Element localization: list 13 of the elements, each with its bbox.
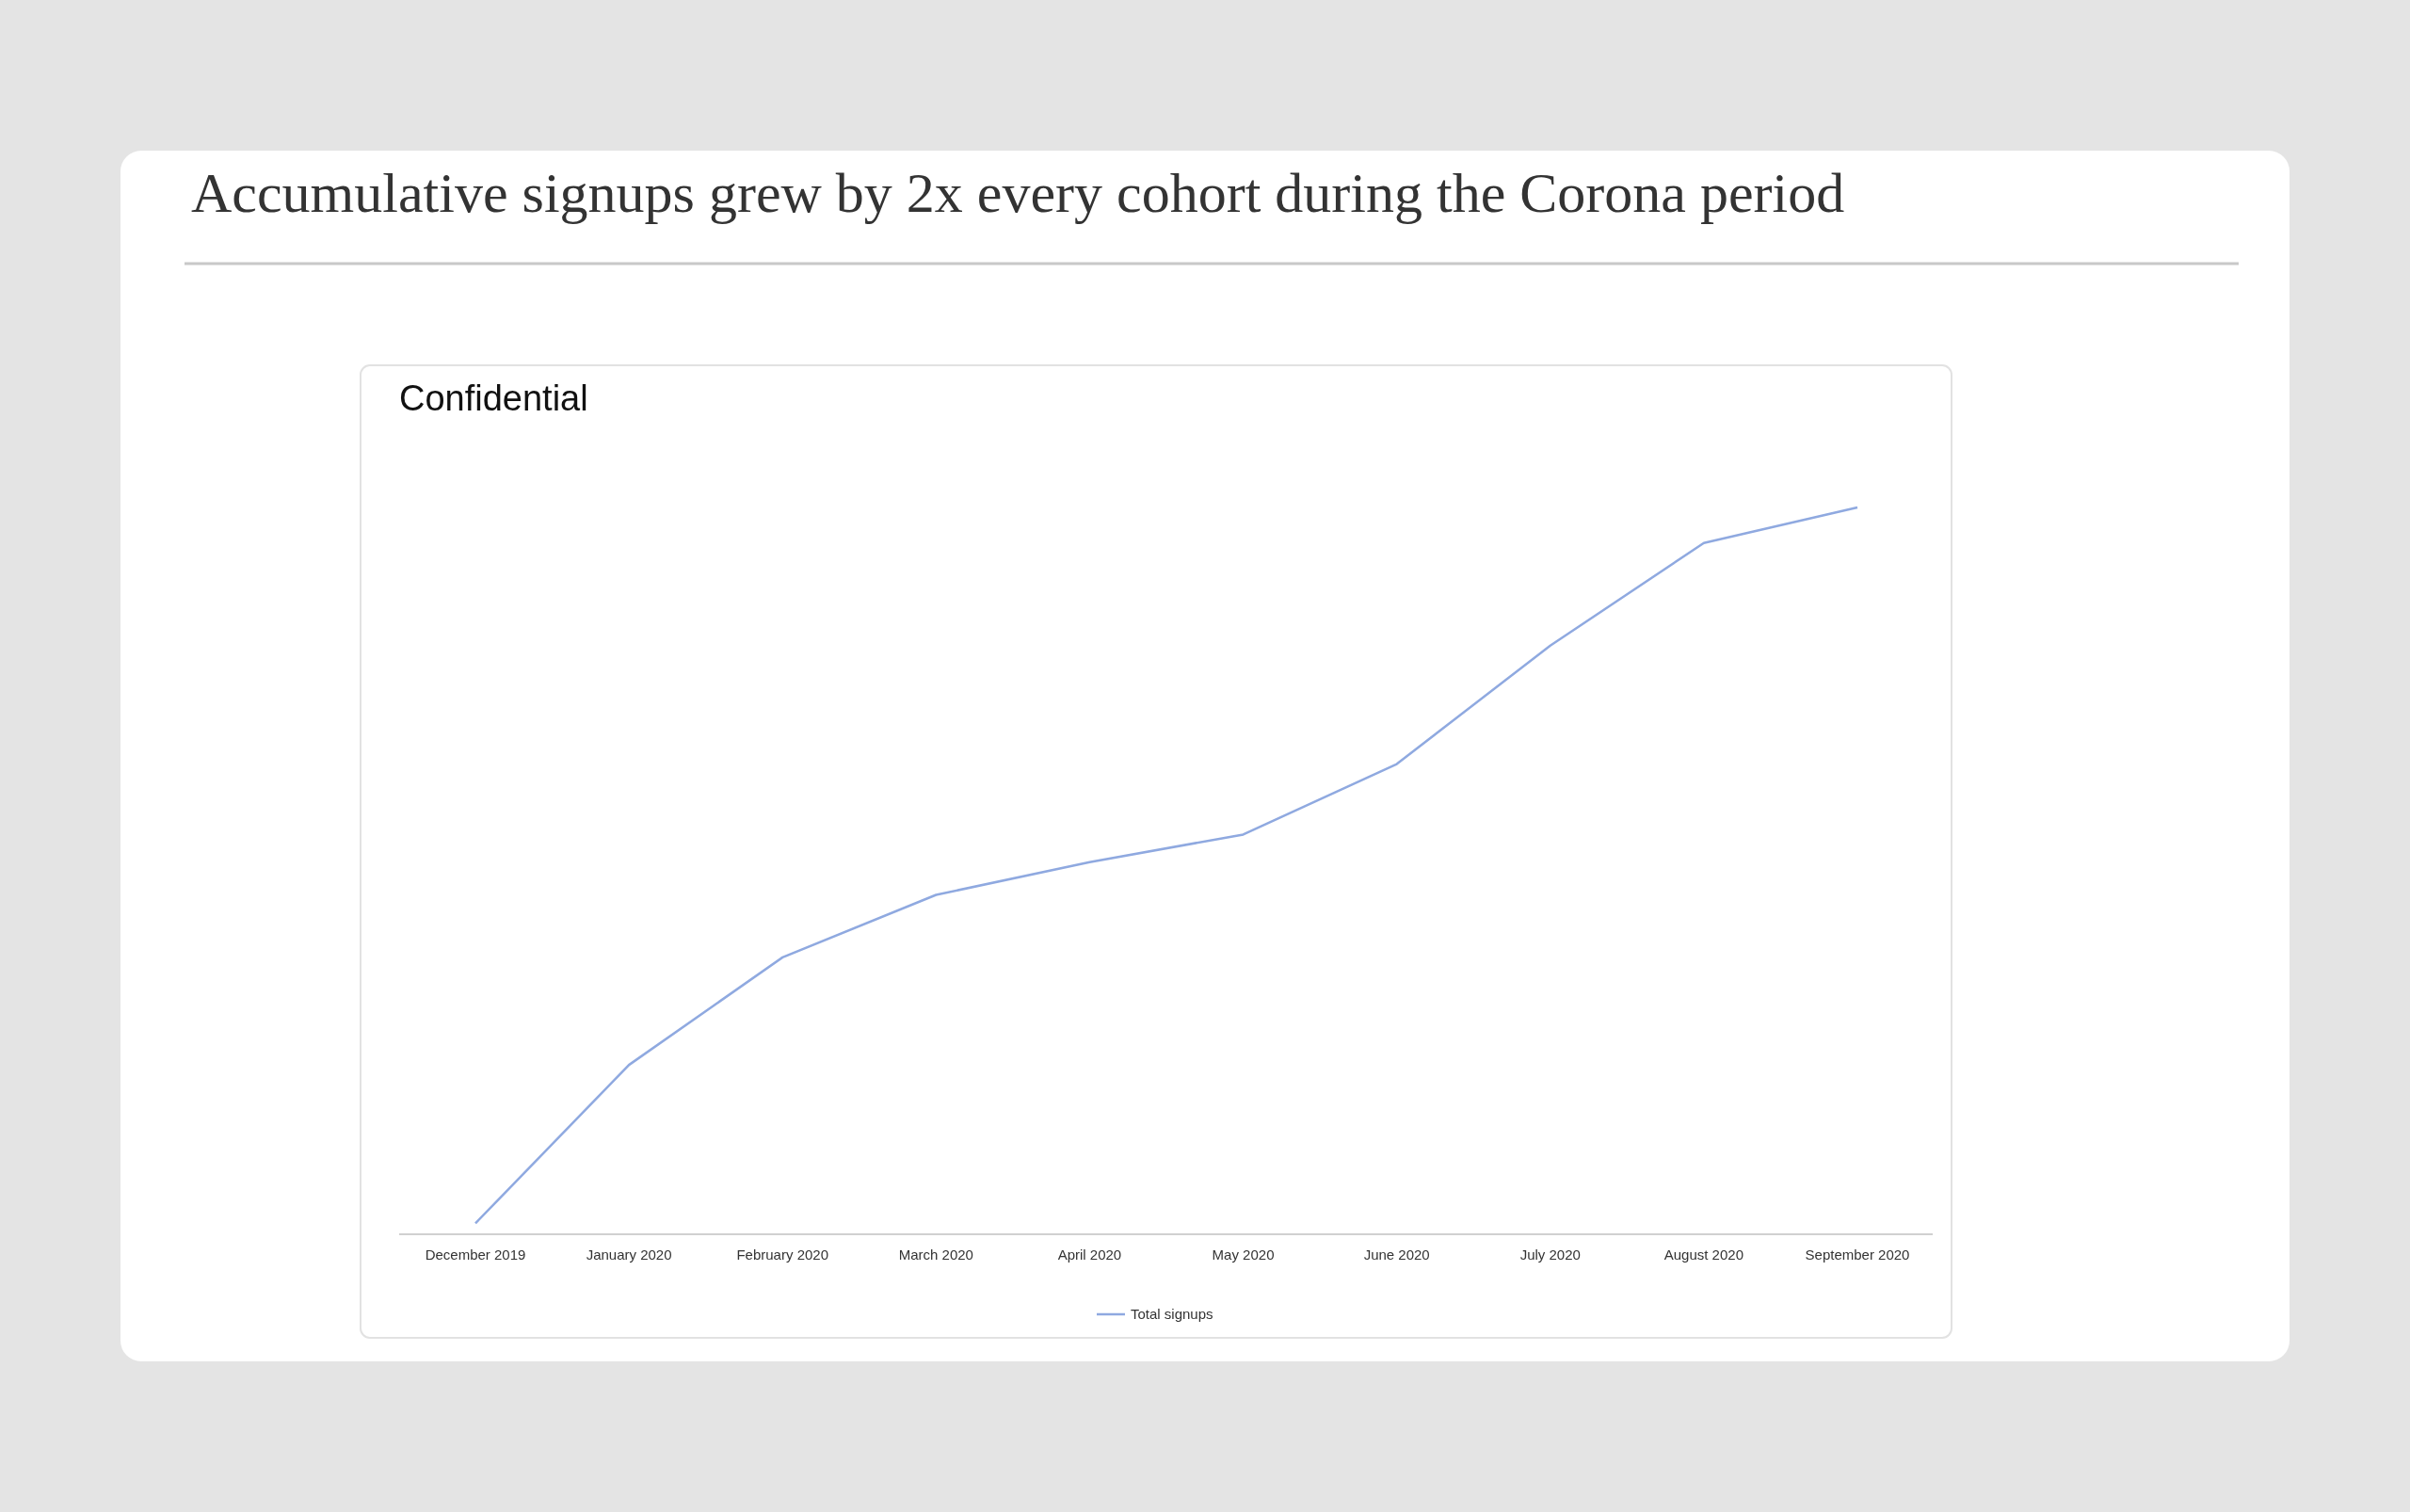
x-tick-label: August 2020 [1663,1247,1744,1263]
x-tick-label: January 2020 [586,1247,672,1263]
x-tick-label: June 2020 [1363,1247,1430,1263]
x-tick-label: December 2019 [425,1247,526,1263]
x-tick-label: February 2020 [736,1247,828,1263]
chart-subtitle: Confidential [399,378,588,418]
chart-title: Accumulative signups grew by 2x every cohort during the Corona period [191,162,1845,224]
x-tick-label: April 2020 [1057,1247,1122,1263]
x-tick-label: September 2020 [1805,1247,1910,1263]
x-tick-label: July 2020 [1519,1247,1581,1263]
x-tick-label: May 2020 [1212,1247,1275,1263]
x-tick-label: March 2020 [898,1247,973,1263]
legend-label: Total signups [1131,1306,1213,1322]
